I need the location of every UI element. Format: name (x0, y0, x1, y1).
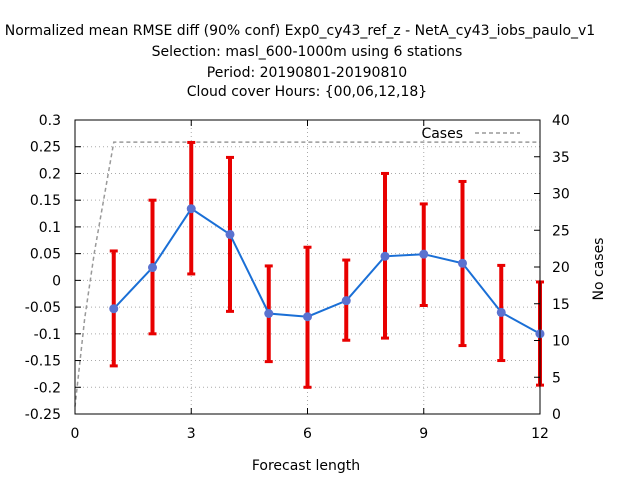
x-tick-label: 6 (303, 426, 312, 442)
axes: 0 3 6 9 12 -0.25 -0.2 -0.15 -0.1 -0.05 0 0.05 0.1 0.1… (25, 113, 570, 442)
cases-series (74, 141, 540, 407)
rmse-diff-line (113, 207, 541, 335)
chart-title-line-4: Cloud cover Hours: {00,06,12,18} (187, 84, 427, 100)
y2-tick-label: 0 (552, 407, 561, 423)
y-tick-label: 0.3 (39, 113, 61, 129)
main-series (109, 204, 545, 339)
legend-label-cases: Cases (421, 126, 463, 142)
data-point (148, 263, 157, 273)
y2-tick-label: 35 (552, 150, 570, 166)
data-point (458, 258, 467, 268)
cases-line (74, 141, 540, 407)
chart-title-block: Normalized mean RMSE diff (90% conf) Exp… (5, 23, 595, 100)
y2-axis-label: No cases (591, 238, 607, 301)
x-tick-label: 9 (419, 426, 428, 442)
x-axis-label: Forecast length (252, 458, 360, 474)
y-tick-label: -0.2 (34, 380, 61, 396)
plot-frame (74, 119, 541, 415)
data-point (225, 229, 235, 239)
legend: Cases (421, 126, 520, 142)
y-tick-label: -0.1 (34, 327, 61, 343)
data-point (419, 249, 429, 259)
data-point (264, 309, 274, 319)
data-point (303, 312, 312, 322)
data-point (380, 251, 390, 261)
y-tick-label: 0.25 (30, 140, 61, 156)
data-point (109, 304, 119, 314)
data-point (186, 204, 196, 214)
x-tick-label: 0 (71, 426, 80, 442)
y2-tick-label: 30 (552, 187, 570, 203)
x-tick-label: 12 (531, 426, 549, 442)
y-tick-label: -0.05 (25, 300, 61, 316)
y-tick-label: 0.2 (39, 166, 61, 182)
y2-tick-label: 10 (552, 334, 570, 350)
y-tick-label: 0.1 (39, 220, 61, 236)
y2-tick-label: 5 (552, 370, 561, 386)
data-point (496, 307, 506, 317)
x-tick-label: 3 (187, 426, 196, 442)
chart-title-line-2: Selection: masl_600-1000m using 6 statio… (152, 44, 463, 60)
y2-tick-label: 40 (552, 113, 570, 129)
error-bars (109, 140, 544, 389)
chart-title-line-1: Normalized mean RMSE diff (90% conf) Exp… (5, 23, 595, 39)
chart-title-line-3: Period: 20190801-20190810 (207, 65, 407, 81)
y2-tick-label: 15 (552, 297, 570, 313)
y-tick-label: 0 (52, 273, 61, 289)
y2-tick-label: 25 (552, 223, 570, 239)
y-tick-label: -0.25 (25, 407, 61, 423)
y-tick-label: -0.15 (25, 354, 61, 370)
y-tick-label: 0.15 (30, 193, 61, 209)
y-tick-label: 0.05 (30, 247, 61, 263)
data-point (341, 296, 351, 306)
y2-tick-label: 20 (552, 260, 570, 276)
